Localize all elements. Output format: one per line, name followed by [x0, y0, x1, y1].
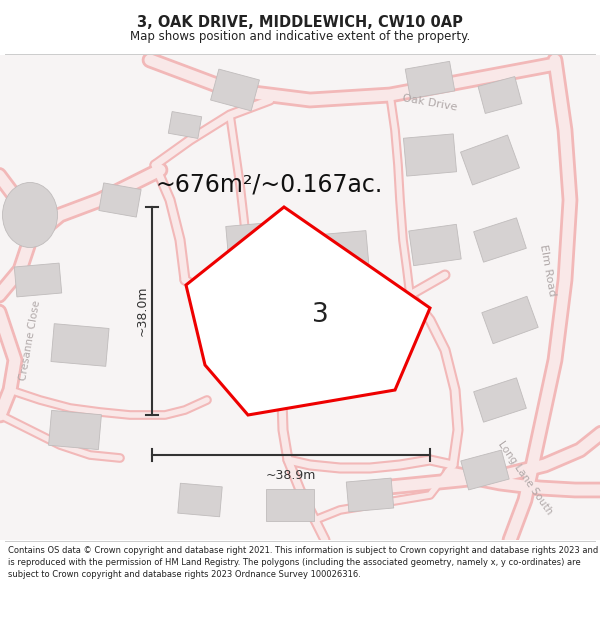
- Bar: [482, 296, 538, 344]
- Bar: [473, 218, 526, 262]
- Bar: [403, 134, 457, 176]
- Text: Cresanne Close: Cresanne Close: [18, 299, 42, 381]
- Text: Long Lane South: Long Lane South: [496, 439, 554, 517]
- Text: 3: 3: [311, 302, 328, 328]
- Text: Oak Drive: Oak Drive: [402, 93, 458, 112]
- Text: ~676m²/~0.167ac.: ~676m²/~0.167ac.: [155, 173, 382, 197]
- Bar: [14, 263, 62, 297]
- Text: ~38.0m: ~38.0m: [136, 286, 149, 336]
- Bar: [478, 76, 522, 114]
- Bar: [346, 478, 394, 512]
- Bar: [266, 489, 314, 521]
- Bar: [321, 231, 369, 269]
- Text: Contains OS data © Crown copyright and database right 2021. This information is : Contains OS data © Crown copyright and d…: [8, 546, 598, 579]
- Bar: [211, 69, 259, 111]
- Bar: [0, 0, 600, 55]
- Bar: [169, 111, 202, 139]
- Text: Map shows position and indicative extent of the property.: Map shows position and indicative extent…: [130, 30, 470, 43]
- Bar: [461, 450, 509, 490]
- Bar: [233, 318, 287, 362]
- Bar: [405, 61, 455, 99]
- Ellipse shape: [2, 182, 58, 248]
- Bar: [178, 483, 222, 517]
- Bar: [49, 411, 101, 449]
- Bar: [409, 224, 461, 266]
- Bar: [51, 324, 109, 366]
- Bar: [0, 540, 600, 625]
- Bar: [461, 135, 520, 185]
- Bar: [473, 378, 526, 422]
- Text: 3, OAK DRIVE, MIDDLEWICH, CW10 0AP: 3, OAK DRIVE, MIDDLEWICH, CW10 0AP: [137, 15, 463, 30]
- Bar: [99, 183, 141, 217]
- Bar: [226, 222, 284, 268]
- Text: Elm Road: Elm Road: [539, 243, 557, 297]
- Bar: [0, 55, 600, 540]
- Text: ~38.9m: ~38.9m: [266, 469, 316, 482]
- Polygon shape: [186, 207, 430, 415]
